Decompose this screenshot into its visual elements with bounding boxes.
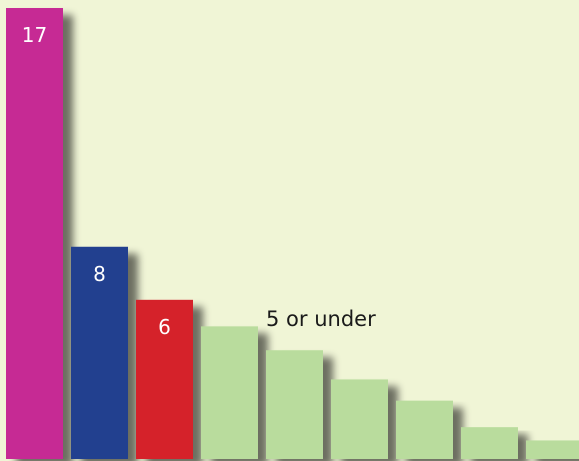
bar-4 [201, 326, 258, 459]
bar-value-label-3: 6 [158, 315, 171, 339]
bar-6 [331, 379, 388, 459]
bar-7 [396, 400, 453, 459]
bar-5 [266, 350, 323, 459]
bars-layer [6, 8, 579, 459]
bar-2 [71, 246, 128, 459]
bar-3 [136, 299, 193, 459]
bar-1 [6, 8, 63, 459]
bar-value-label-2: 8 [93, 262, 106, 286]
bar-value-label-1: 17 [22, 23, 47, 47]
bar-8 [461, 427, 518, 459]
bar-9 [526, 440, 579, 459]
annotation-label: 5 or under [266, 307, 376, 331]
